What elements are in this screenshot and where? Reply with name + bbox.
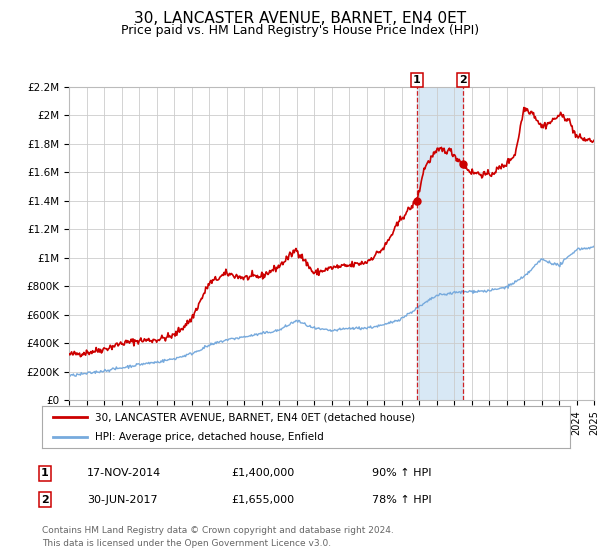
Text: This data is licensed under the Open Government Licence v3.0.: This data is licensed under the Open Gov… bbox=[42, 539, 331, 548]
Text: 90% ↑ HPI: 90% ↑ HPI bbox=[372, 468, 431, 478]
Text: 2: 2 bbox=[41, 494, 49, 505]
Text: £1,655,000: £1,655,000 bbox=[231, 494, 294, 505]
Text: 1: 1 bbox=[413, 75, 421, 85]
Text: 30, LANCASTER AVENUE, BARNET, EN4 0ET (detached house): 30, LANCASTER AVENUE, BARNET, EN4 0ET (d… bbox=[95, 412, 415, 422]
Text: Contains HM Land Registry data © Crown copyright and database right 2024.: Contains HM Land Registry data © Crown c… bbox=[42, 526, 394, 535]
Text: 17-NOV-2014: 17-NOV-2014 bbox=[87, 468, 161, 478]
Text: HPI: Average price, detached house, Enfield: HPI: Average price, detached house, Enfi… bbox=[95, 432, 323, 442]
Text: 1: 1 bbox=[41, 468, 49, 478]
Text: Price paid vs. HM Land Registry's House Price Index (HPI): Price paid vs. HM Land Registry's House … bbox=[121, 24, 479, 36]
Text: 78% ↑ HPI: 78% ↑ HPI bbox=[372, 494, 431, 505]
Text: 2: 2 bbox=[459, 75, 467, 85]
Text: £1,400,000: £1,400,000 bbox=[231, 468, 294, 478]
Bar bbox=[417, 87, 463, 400]
Text: 30, LANCASTER AVENUE, BARNET, EN4 0ET: 30, LANCASTER AVENUE, BARNET, EN4 0ET bbox=[134, 11, 466, 26]
Text: 30-JUN-2017: 30-JUN-2017 bbox=[87, 494, 158, 505]
